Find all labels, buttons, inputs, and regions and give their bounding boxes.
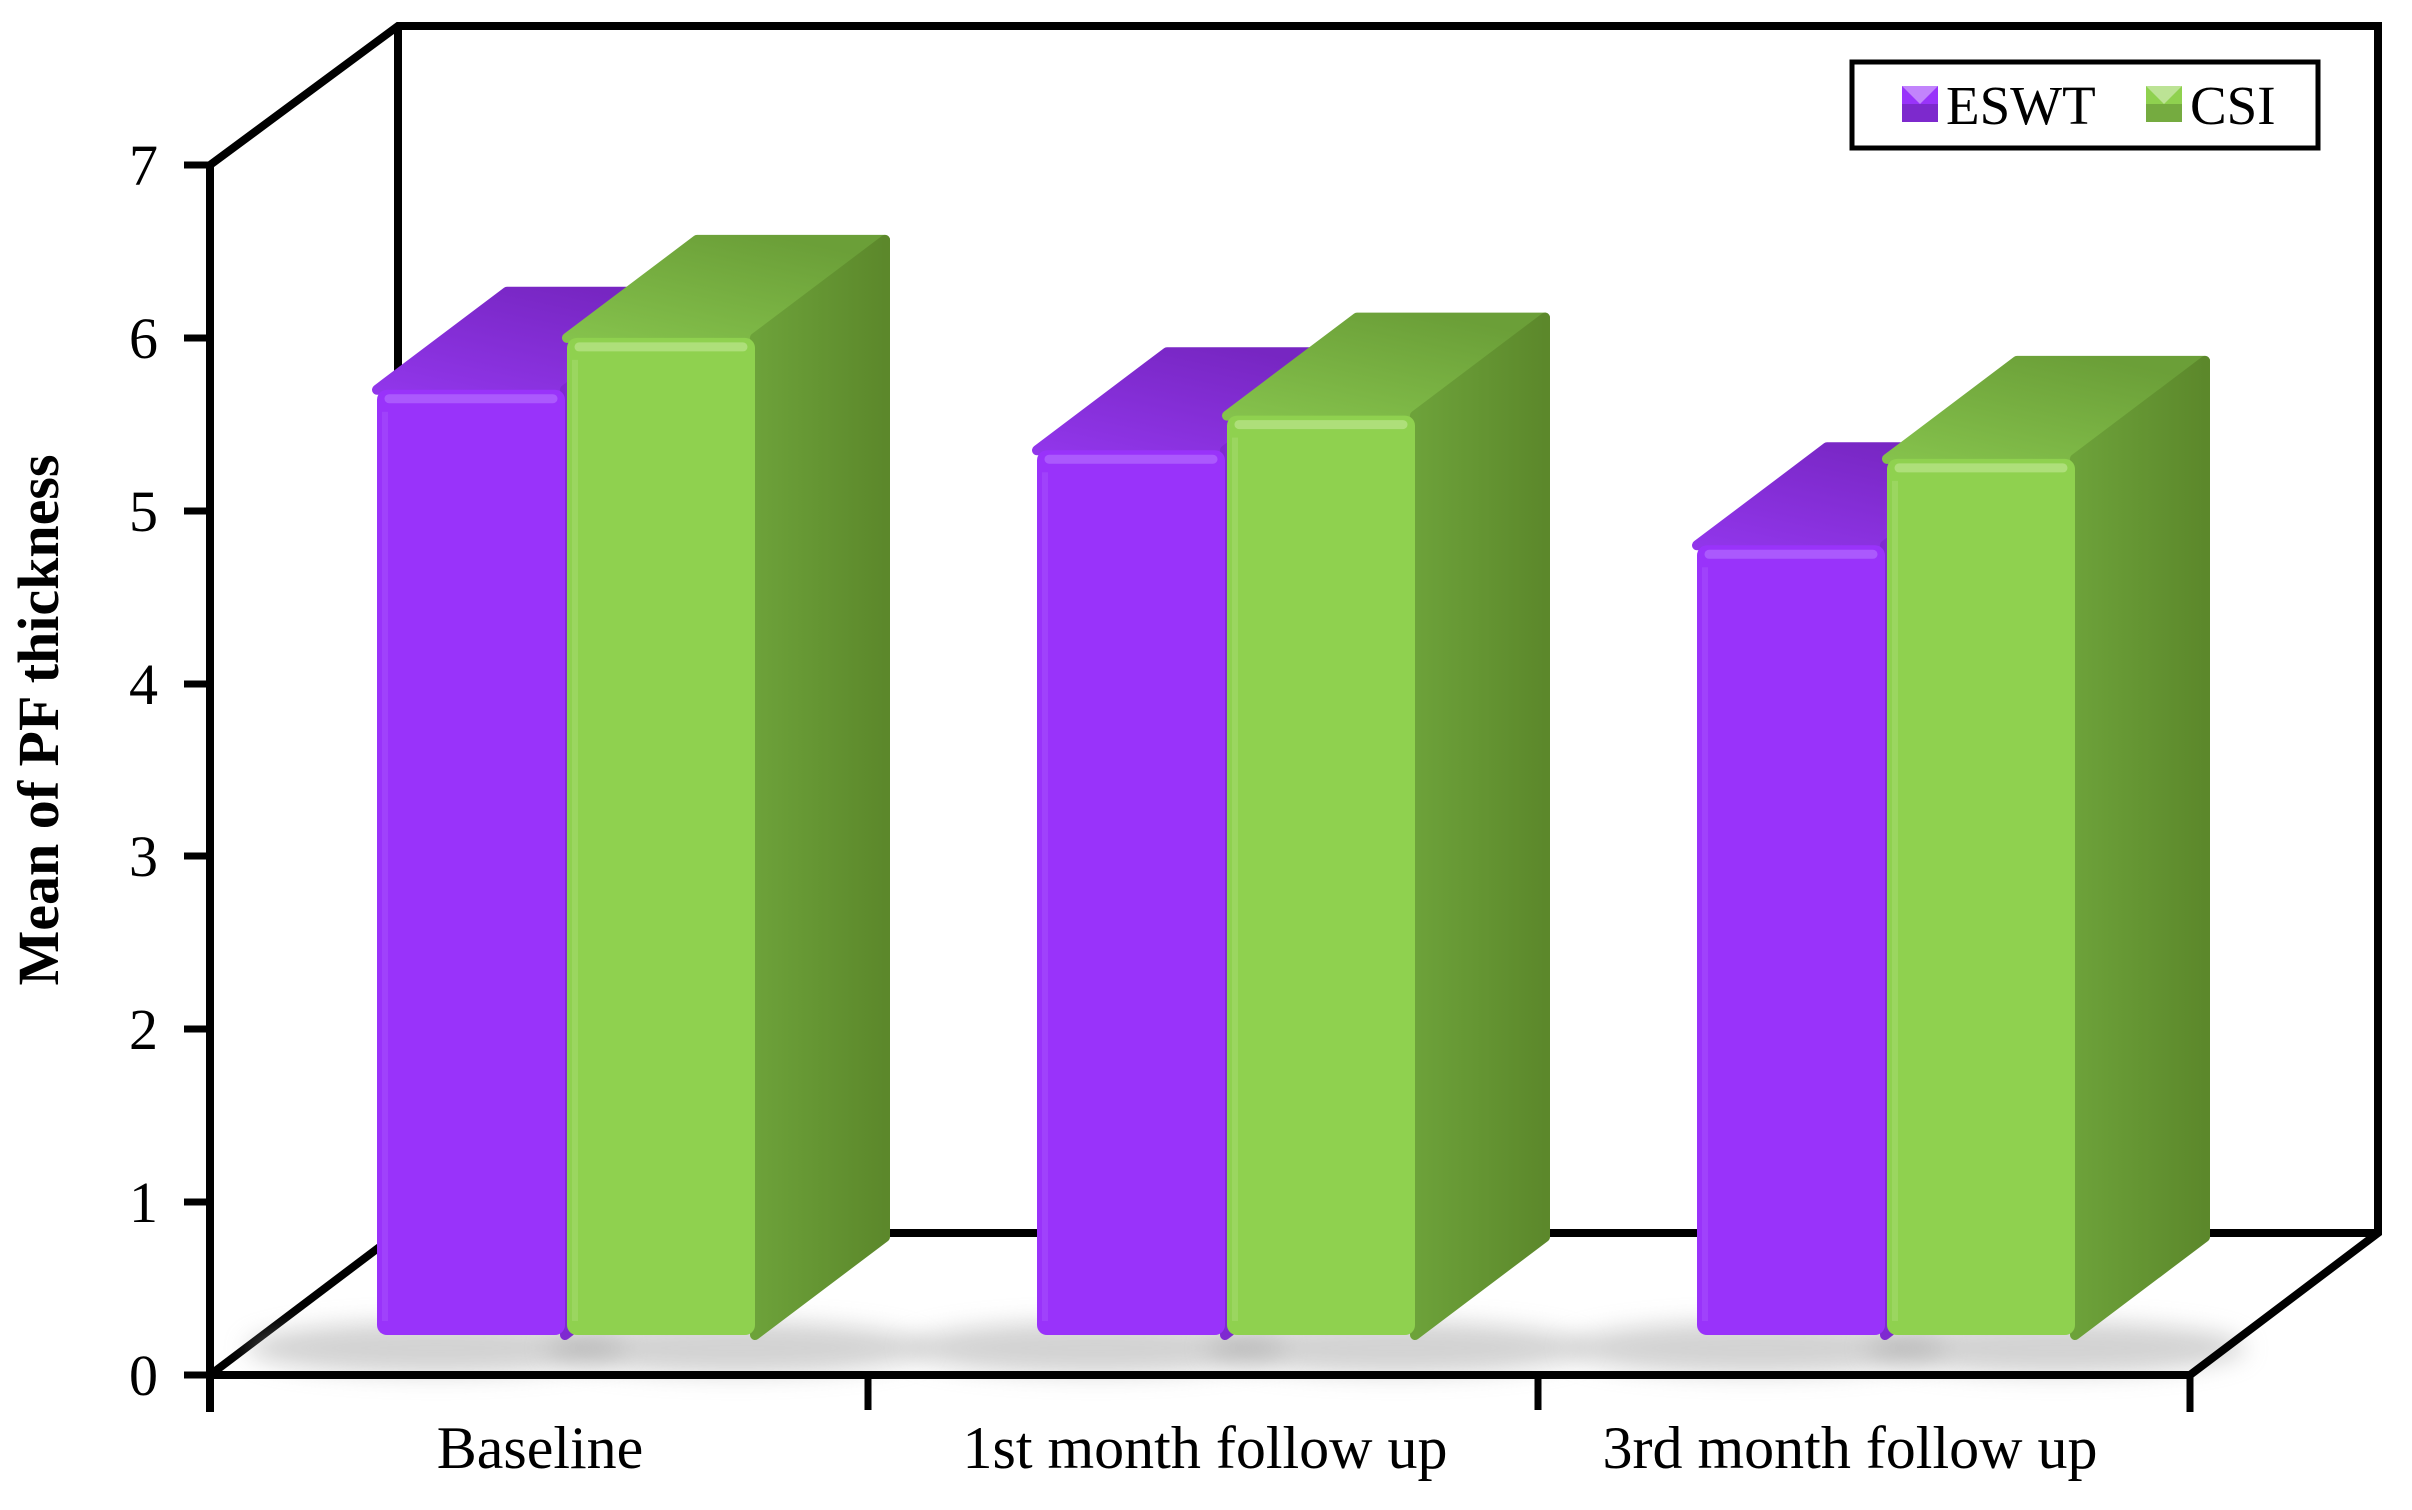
bar-side-face bbox=[750, 234, 890, 1340]
legend: ESWT CSI bbox=[1849, 59, 2321, 151]
bar-front-face bbox=[567, 337, 755, 1335]
bar-csi-2 bbox=[1882, 355, 2210, 1340]
bar-csi-1 bbox=[1222, 312, 1550, 1340]
y-tick-0: 0 bbox=[129, 1343, 158, 1408]
y-tick-7: 7 bbox=[129, 133, 158, 198]
bar-front-face bbox=[1227, 415, 1415, 1336]
x-label-baseline: Baseline bbox=[437, 1415, 644, 1481]
bars-group bbox=[246, 234, 2246, 1374]
eswt-marker-bevel-shade bbox=[1902, 104, 1938, 122]
eswt-marker-icon bbox=[1902, 86, 1938, 122]
x-label-3rd-month: 3rd month follow up bbox=[1603, 1415, 2098, 1481]
chart-frame bbox=[184, 22, 2382, 1412]
y-tick-4: 4 bbox=[129, 652, 158, 717]
bar-front-face bbox=[1887, 458, 2075, 1335]
y-tick-1: 1 bbox=[129, 1170, 158, 1235]
axis-ticks bbox=[184, 161, 2194, 1412]
y-tick-3: 3 bbox=[129, 824, 158, 889]
eswt-marker-bevel-highlight bbox=[1902, 86, 1938, 104]
legend-item-eswt: ESWT bbox=[1902, 75, 2096, 136]
x-label-1st-month: 1st month follow up bbox=[962, 1415, 1447, 1481]
legend-item-csi: CSI bbox=[2146, 75, 2276, 136]
legend-label-eswt: ESWT bbox=[1946, 75, 2096, 136]
x-axis-category-labels: Baseline 1st month follow up 3rd month f… bbox=[437, 1415, 2098, 1481]
legend-label-csi: CSI bbox=[2190, 75, 2276, 136]
y-axis-tick-labels: 0 1 2 3 4 5 6 7 bbox=[129, 133, 158, 1408]
bar-side-face bbox=[1410, 312, 1550, 1340]
y-tick-2: 2 bbox=[129, 997, 158, 1062]
bar-side-face bbox=[2070, 355, 2210, 1340]
y-tick-5: 5 bbox=[129, 479, 158, 544]
y-axis-title: Mean of PF thickness bbox=[6, 454, 71, 985]
y-tick-6: 6 bbox=[129, 306, 158, 371]
csi-marker-icon bbox=[2146, 86, 2182, 122]
bar-csi-0 bbox=[562, 234, 890, 1340]
bar-front-face bbox=[1037, 450, 1225, 1335]
csi-marker-bevel-shade bbox=[2146, 104, 2182, 122]
bar-front-face bbox=[1697, 545, 1885, 1335]
csi-marker-bevel-highlight bbox=[2146, 86, 2182, 104]
bar-front-face bbox=[377, 389, 565, 1335]
floor-left-edge bbox=[207, 1229, 401, 1379]
